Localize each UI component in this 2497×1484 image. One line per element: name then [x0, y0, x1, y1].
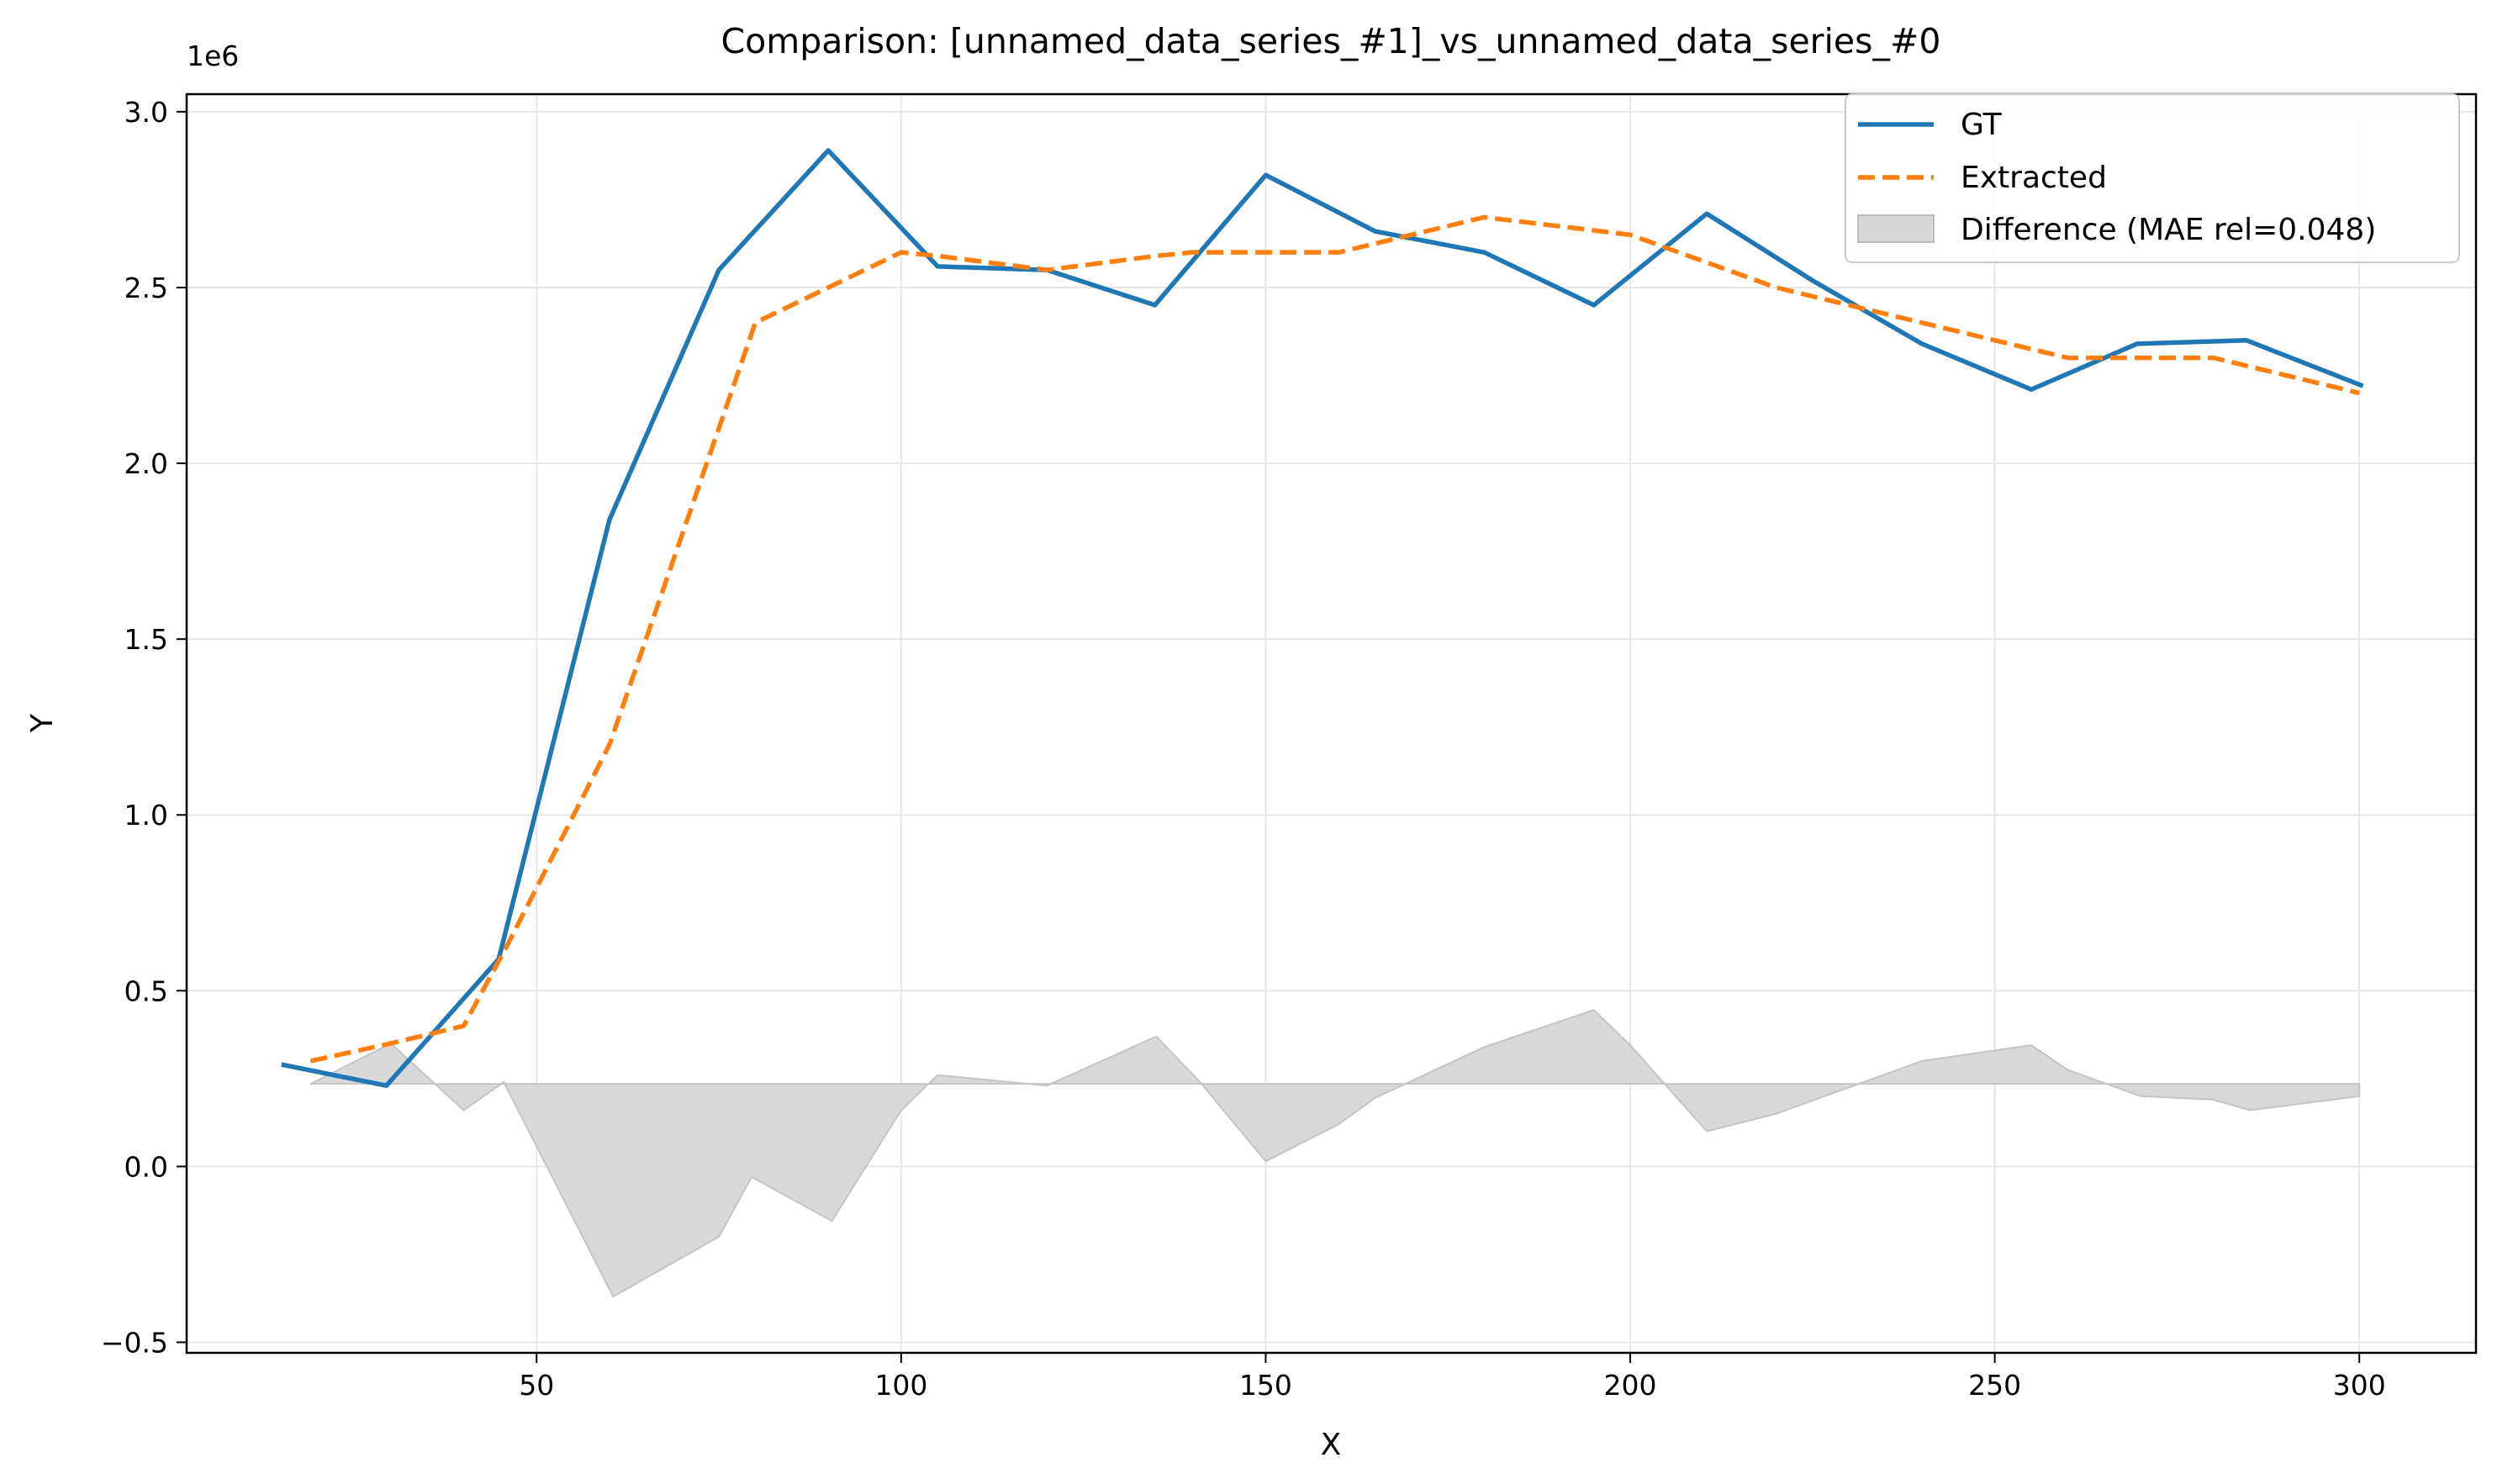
y-tick-label: −0.5 — [101, 1326, 168, 1359]
x-tick-label: 150 — [1239, 1369, 1292, 1402]
x-tick-label: 100 — [874, 1369, 927, 1402]
x-axis-ticks: 50 100 150 200 250 300 — [519, 1353, 2386, 1402]
legend: GT Extracted Difference (MAE rel=0.048) — [1845, 93, 2460, 263]
x-tick-label: 50 — [519, 1369, 554, 1402]
gt-series-line — [281, 148, 2364, 1088]
plot-frame — [185, 92, 2478, 1355]
legend-gt-label: GT — [1961, 108, 2003, 142]
x-tick-label: 200 — [1604, 1369, 1657, 1402]
legend-box — [1845, 93, 2460, 263]
y-tick-label: 3.0 — [124, 96, 168, 129]
y-tick-label: 2.5 — [124, 272, 168, 304]
legend-difference-label: Difference (MAE rel=0.048) — [1961, 213, 2376, 247]
x-tick-label: 300 — [2333, 1369, 2386, 1402]
x-axis-label: X — [1321, 1428, 1342, 1462]
difference-fill — [309, 1009, 2361, 1298]
legend-difference-swatch — [1857, 214, 1935, 243]
y-tick-label: 2.0 — [124, 447, 168, 480]
extracted-series-line — [309, 214, 2360, 1064]
chart-title: Comparison: [unnamed_data_series_#1]_vs_… — [721, 21, 1941, 61]
difference-area — [309, 1009, 2361, 1298]
y-tick-label: 0.5 — [124, 974, 168, 1007]
y-tick-label: 1.0 — [124, 799, 168, 832]
y-offset-text: 1e6 — [187, 40, 239, 72]
y-tick-label: 0.0 — [124, 1150, 168, 1183]
x-tick-label: 250 — [1968, 1369, 2021, 1402]
y-axis-ticks: −0.5 0.0 0.5 1.0 1.5 2.0 2.5 3.0 — [101, 96, 187, 1359]
legend-extracted-label: Extracted — [1961, 161, 2107, 195]
y-tick-label: 1.5 — [124, 623, 168, 656]
y-axis-label: Y — [25, 713, 60, 733]
series-lines — [281, 148, 2364, 1088]
